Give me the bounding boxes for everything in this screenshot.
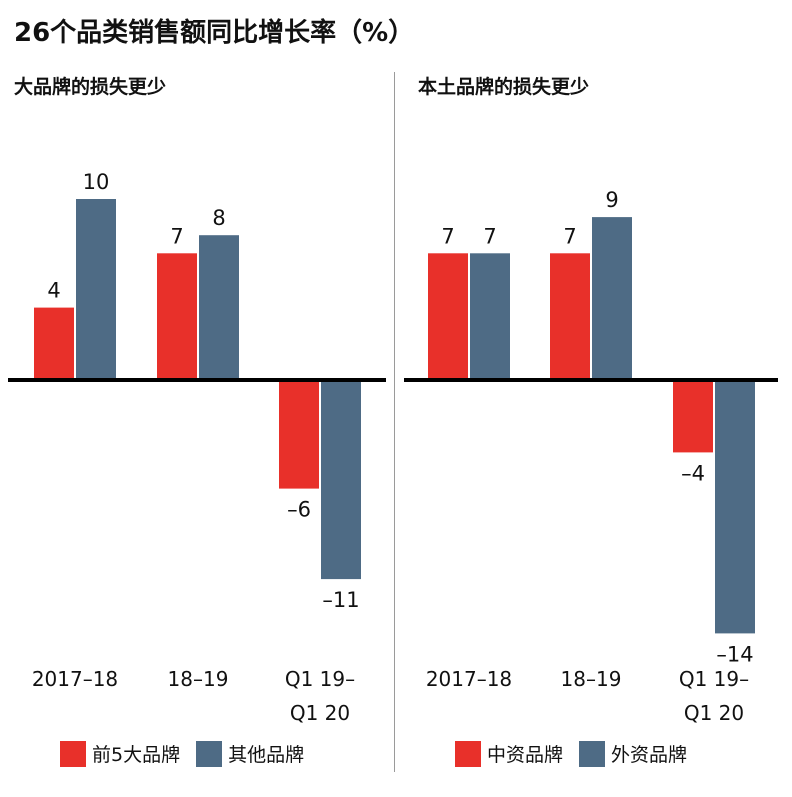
category-label: Q1 19–	[285, 667, 355, 691]
right-legend: 中资品牌 外资品牌	[455, 740, 703, 767]
data-label: 4	[47, 279, 60, 303]
left-bar-chart: 4 10 2017–18 7 8 18–19 –6 –11 Q1 19– Q1 20	[8, 170, 386, 725]
legend-swatch-slate	[579, 740, 606, 767]
bar	[321, 380, 361, 580]
legend-label: 中资品牌	[487, 744, 564, 766]
bar	[715, 380, 755, 634]
data-label: 7	[483, 224, 496, 248]
bar	[279, 380, 319, 489]
category-label: 18–19	[168, 667, 229, 691]
chart-title: 26个品类销售额同比增长率（%）	[14, 18, 415, 48]
category-label: Q1 20	[684, 701, 744, 725]
data-label: 9	[605, 188, 618, 212]
data-label: –11	[322, 588, 359, 612]
left-panel-title: 大品牌的损失更少	[14, 76, 167, 98]
data-label: 7	[170, 224, 183, 248]
data-label: –6	[287, 498, 311, 522]
panel-divider	[394, 72, 395, 772]
category-label: 2017–18	[426, 667, 512, 691]
legend-item-foreign: 外资品牌	[579, 740, 687, 767]
bar	[428, 253, 468, 380]
legend-swatch-red	[60, 740, 86, 767]
bar	[76, 199, 116, 380]
left-legend: 前5大品牌 其他品牌	[60, 740, 320, 767]
data-label: 10	[83, 170, 110, 194]
legend-label: 其他品牌	[228, 744, 305, 766]
legend-label: 前5大品牌	[92, 744, 181, 766]
data-label: 8	[212, 206, 225, 230]
right-panel-title: 本土品牌的损失更少	[418, 76, 590, 98]
data-label: –14	[716, 642, 753, 666]
data-label: 7	[563, 224, 576, 248]
bar	[592, 217, 632, 380]
legend-swatch-red	[455, 740, 481, 767]
bar	[673, 380, 713, 453]
data-label: 7	[441, 224, 454, 248]
legend-item-top5: 前5大品牌	[60, 740, 180, 767]
category-label: 18–19	[561, 667, 622, 691]
bar	[470, 253, 510, 380]
legend-item-others: 其他品牌	[196, 740, 304, 767]
category-label: 2017–18	[32, 667, 118, 691]
bar	[34, 307, 74, 380]
legend-label: 外资品牌	[611, 744, 688, 766]
category-label: Q1 20	[290, 701, 350, 725]
bar	[157, 253, 197, 380]
legend-item-chinese: 中资品牌	[455, 740, 563, 767]
bar	[550, 253, 590, 380]
bar	[199, 235, 239, 380]
data-label: –4	[681, 461, 705, 485]
category-label: Q1 19–	[679, 667, 749, 691]
legend-swatch-slate	[196, 740, 223, 767]
